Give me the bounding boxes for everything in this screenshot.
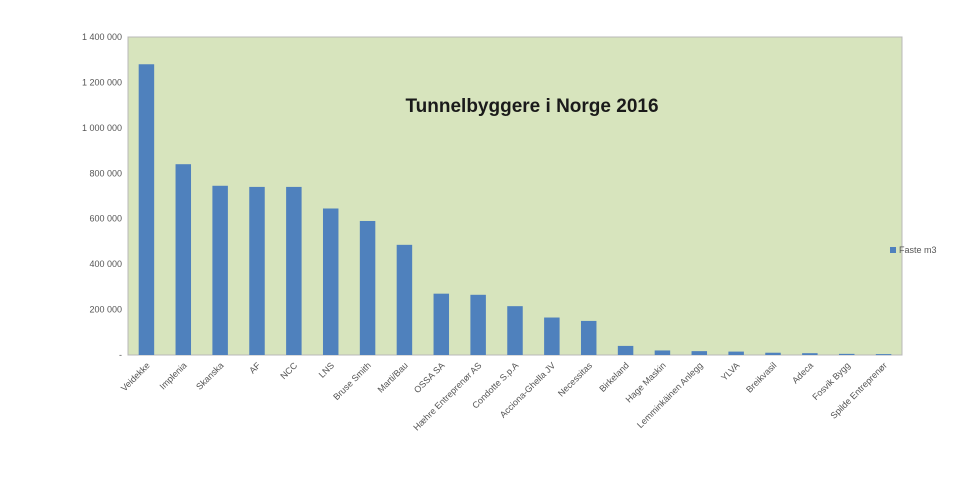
y-tick-label: 800 000 (89, 168, 122, 178)
x-tick-label: NCC (278, 360, 299, 381)
bar (654, 350, 671, 355)
bar (580, 320, 597, 355)
chart-title: Tunnelbyggere i Norge 2016 (405, 96, 658, 117)
y-tick-label: 1 000 000 (82, 123, 122, 133)
bar (507, 306, 523, 355)
y-tick-label: 400 000 (89, 259, 122, 269)
bars (138, 64, 892, 356)
bar (470, 294, 486, 355)
x-tick-label: Hæhre Entreprenør AS (411, 360, 483, 432)
bar (322, 208, 339, 355)
x-tick-label: Implenia (158, 360, 189, 391)
bar (691, 351, 708, 355)
bar (396, 244, 413, 355)
x-tick-label: Skanska (194, 360, 225, 391)
bar (728, 351, 744, 355)
bar (249, 186, 265, 355)
legend-label: Faste m3 (899, 245, 937, 255)
x-tick-label: Marti/Bau (376, 360, 410, 394)
x-tick-label: Bruse Smith (331, 360, 373, 402)
x-tick-label: Birkeland (597, 360, 631, 394)
legend: Faste m3 (890, 245, 937, 255)
x-tick-label: Veidekke (119, 360, 152, 393)
bar (765, 352, 781, 355)
y-tick-label: 1 400 000 (82, 32, 122, 42)
y-tick-label: 200 000 (89, 305, 122, 315)
y-axis: - 200 000 400 000 600 000 800 000 1 000 000 1 … (82, 32, 122, 360)
legend-swatch (890, 247, 896, 253)
x-tick-label: OSSA SA (412, 360, 447, 395)
y-tick-label: - (119, 350, 122, 360)
bar (212, 185, 228, 355)
x-tick-label: Breikvasil (744, 360, 778, 394)
bar (286, 186, 302, 355)
x-tick-label: YLVA (719, 360, 741, 382)
y-tick-label: 600 000 (89, 214, 122, 224)
x-tick-label: Lemminkäinen Anlegg (635, 360, 705, 430)
bar (138, 64, 155, 355)
x-tick-label: AF (247, 360, 263, 376)
x-tick-label: LNS (317, 360, 336, 379)
bar (433, 293, 450, 355)
x-tick-label: Necessitas (556, 360, 595, 399)
bar (875, 354, 892, 356)
y-tick-label: 1 200 000 (82, 77, 122, 87)
bar (544, 317, 560, 355)
bar (802, 353, 818, 355)
bar (175, 164, 192, 355)
bar (359, 220, 376, 355)
bar (617, 345, 634, 355)
bar (838, 353, 855, 355)
x-tick-label: Adeca (790, 360, 815, 385)
